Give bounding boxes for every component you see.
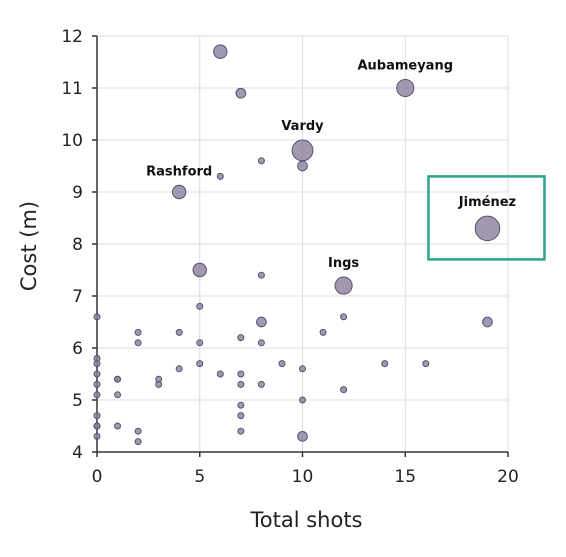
y-tick-label: 8 xyxy=(72,235,83,255)
y-tick-label: 11 xyxy=(61,79,83,99)
data-point xyxy=(237,370,245,378)
data-point xyxy=(381,360,389,368)
data-point xyxy=(196,302,204,310)
axes xyxy=(92,35,509,457)
y-tick-label: 10 xyxy=(61,131,83,151)
data-point-rashford xyxy=(172,184,187,200)
data-point xyxy=(93,412,101,420)
y-tick-label: 12 xyxy=(61,27,83,47)
data-point xyxy=(257,157,265,165)
data-point xyxy=(299,365,306,373)
y-tick-label: 9 xyxy=(72,183,83,203)
highlight-layer xyxy=(427,175,546,261)
x-tick-label: 20 xyxy=(497,467,519,487)
point-label: Ings xyxy=(328,256,359,271)
data-point-vardy xyxy=(291,139,314,162)
data-point xyxy=(340,386,348,394)
data-point xyxy=(257,271,265,279)
x-tick-labels: 0 5 10 15 20 xyxy=(92,467,519,487)
data-point-ings xyxy=(334,276,353,295)
data-point xyxy=(175,365,183,373)
data-point xyxy=(422,360,430,368)
data-point xyxy=(216,370,224,378)
data-point xyxy=(93,380,101,388)
data-point xyxy=(237,427,245,435)
data-point xyxy=(192,262,207,278)
data-point xyxy=(93,391,101,399)
data-point xyxy=(93,422,101,430)
data-point xyxy=(93,370,101,378)
data-point xyxy=(196,339,204,347)
point-label: Vardy xyxy=(281,119,324,134)
data-point xyxy=(175,328,183,336)
data-points xyxy=(93,44,501,446)
point-label: Rashford xyxy=(146,164,212,179)
point-label: Aubameyang xyxy=(357,58,453,73)
y-tick-label: 5 xyxy=(72,391,83,411)
x-tick-label: 0 xyxy=(92,467,103,487)
data-point xyxy=(482,316,493,328)
data-point xyxy=(114,422,122,430)
data-point xyxy=(114,375,122,383)
data-point-aubameyang xyxy=(396,78,415,98)
data-point xyxy=(319,328,327,336)
x-axis-title: Total shots xyxy=(250,508,363,532)
data-point xyxy=(237,401,245,409)
data-point-jimnez xyxy=(474,215,501,242)
data-point xyxy=(237,412,245,420)
y-tick-label: 6 xyxy=(72,339,83,359)
data-point xyxy=(256,316,267,328)
data-point xyxy=(237,380,245,388)
point-labels: Rashford Ings Aubameyang Vardy Jiménez xyxy=(146,58,516,271)
data-point xyxy=(93,313,101,321)
data-point xyxy=(93,360,101,368)
data-point xyxy=(257,380,265,388)
data-point xyxy=(235,87,247,99)
y-tick-label: 4 xyxy=(72,443,83,463)
data-point xyxy=(134,339,142,347)
data-point xyxy=(257,339,265,347)
data-point xyxy=(114,391,122,399)
data-point xyxy=(93,432,101,440)
data-point xyxy=(196,360,204,368)
x-tick-label: 5 xyxy=(194,467,205,487)
point-label: Jiménez xyxy=(458,195,516,210)
y-tick-label: 7 xyxy=(72,287,83,307)
data-point xyxy=(278,360,286,368)
data-point xyxy=(134,438,142,446)
data-point xyxy=(237,334,245,342)
data-point xyxy=(299,396,306,404)
data-point xyxy=(297,431,308,442)
data-point xyxy=(297,160,308,172)
data-point xyxy=(134,427,142,435)
highlight-box xyxy=(427,175,546,261)
y-tick-labels: 4 5 6 7 8 9 10 11 12 xyxy=(61,27,83,463)
data-point xyxy=(340,313,348,321)
y-axis-title: Cost (m) xyxy=(17,201,41,291)
x-tick-label: 15 xyxy=(394,467,416,487)
grid xyxy=(96,35,509,453)
data-point xyxy=(134,328,142,336)
data-point xyxy=(216,172,224,180)
data-point xyxy=(155,380,163,388)
x-tick-label: 10 xyxy=(292,467,314,487)
data-point xyxy=(213,44,228,59)
